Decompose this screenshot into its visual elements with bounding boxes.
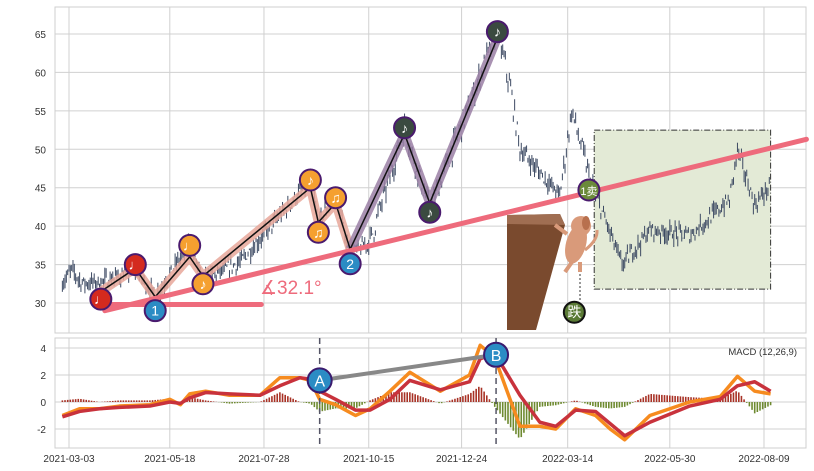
marker: 1卖 <box>577 178 601 202</box>
dog-ear <box>582 216 590 230</box>
marker: ♪ <box>485 20 509 44</box>
x-tick-label: 2021-03-03 <box>43 454 95 465</box>
marker-circle <box>191 272 215 296</box>
price-frame <box>54 6 807 334</box>
x-tick-label: 2021-12-24 <box>436 454 488 465</box>
y-tick-label: 0 <box>40 398 46 409</box>
marker-circle <box>89 287 113 311</box>
macd-panel: AB <box>61 338 772 448</box>
y-tick-label: -2 <box>37 425 46 436</box>
marker: ♩ <box>123 253 147 277</box>
markers: ♩ ♩ 1 ♩ ♪ ♪ ♫ ♫ 2 ♪ ♪ ♪ 1卖跌 <box>89 20 601 324</box>
x-tick-label: 2022-08-09 <box>738 454 790 465</box>
marker-circle <box>338 252 362 276</box>
x-tick-label: 2022-05-30 <box>644 454 696 465</box>
marker-circle <box>306 220 330 244</box>
dog-arm <box>553 223 569 236</box>
point-marker-a: A <box>306 367 333 394</box>
marker-label: ♩ <box>128 257 142 273</box>
divergence-line <box>319 352 497 383</box>
marker-circle <box>324 186 348 210</box>
marker-circle <box>393 116 417 140</box>
point-marker-b: B <box>483 341 510 368</box>
point-circle <box>483 341 510 368</box>
macd-title: MACD (12,26,9) <box>728 347 797 358</box>
marker: 2 <box>338 252 362 276</box>
trendline <box>102 136 809 314</box>
y-tick-label: 65 <box>35 30 47 41</box>
marker-label: ♫ <box>313 224 324 240</box>
marker-label: ♪ <box>401 120 408 136</box>
dog-cliff-illustration <box>507 214 599 330</box>
marker-label: ♩ <box>183 237 197 253</box>
y-tick-label: 2 <box>40 371 46 382</box>
marker: ♩ <box>89 287 113 311</box>
marker-label: ♪ <box>494 24 501 40</box>
cliff-top <box>507 214 565 225</box>
signal-line <box>61 351 772 438</box>
marker: ♩ <box>178 233 202 257</box>
y-tick-label: 4 <box>40 344 46 355</box>
marker: ♪ <box>298 168 322 192</box>
x-tick-label: 2021-07-28 <box>238 454 290 465</box>
marker-label: ♩ <box>94 291 108 307</box>
y-tick-label: 35 <box>35 261 47 272</box>
x-tick-label: 2021-05-18 <box>144 454 196 465</box>
point-label: A <box>314 373 325 390</box>
marker-label: 2 <box>346 256 354 272</box>
x-tick-label: 2021-10-15 <box>343 454 395 465</box>
macd-line <box>61 343 771 442</box>
marker-circle <box>298 168 322 192</box>
marker-circle <box>143 299 167 323</box>
x-tick-label: 2022-03-14 <box>542 454 594 465</box>
marker: ♪ <box>191 272 215 296</box>
marker-label: 跌 <box>567 304 581 320</box>
marker-label: 1卖 <box>580 185 597 198</box>
marker-label: ♪ <box>307 172 314 188</box>
marker: ♫ <box>306 220 330 244</box>
marker-circle <box>178 233 202 257</box>
marker-label: 1 <box>151 303 159 319</box>
point-circle <box>306 367 333 394</box>
angle-label: ∡32.1° <box>260 278 322 299</box>
y-tick-label: 40 <box>35 222 47 233</box>
macd-frame <box>54 337 807 449</box>
y-tick-label: 45 <box>35 184 47 195</box>
marker-circle <box>562 300 586 324</box>
marker: 跌 <box>562 300 586 324</box>
marker: ♫ <box>324 186 348 210</box>
marker-label: ♪ <box>426 204 433 220</box>
marker-label: ♫ <box>330 190 341 206</box>
marker-circle <box>418 200 442 224</box>
y-tick-label: 55 <box>35 107 47 118</box>
marker: 1 <box>143 299 167 323</box>
marker-circle <box>485 20 509 44</box>
y-tick-label: 60 <box>35 68 47 79</box>
cliff <box>507 214 565 330</box>
marker: ♪ <box>418 200 442 224</box>
zigzag-line <box>100 37 499 299</box>
dog-leg <box>563 260 574 274</box>
y-tick-label: 30 <box>35 299 47 310</box>
marker: ♪ <box>393 116 417 140</box>
overlays <box>98 36 809 314</box>
dog-tail <box>584 229 599 252</box>
marker-label: ♪ <box>199 276 206 292</box>
y-tick-label: 50 <box>35 145 47 156</box>
marker-circle <box>123 253 147 277</box>
marker-circle <box>577 178 601 202</box>
point-label: B <box>491 348 502 365</box>
